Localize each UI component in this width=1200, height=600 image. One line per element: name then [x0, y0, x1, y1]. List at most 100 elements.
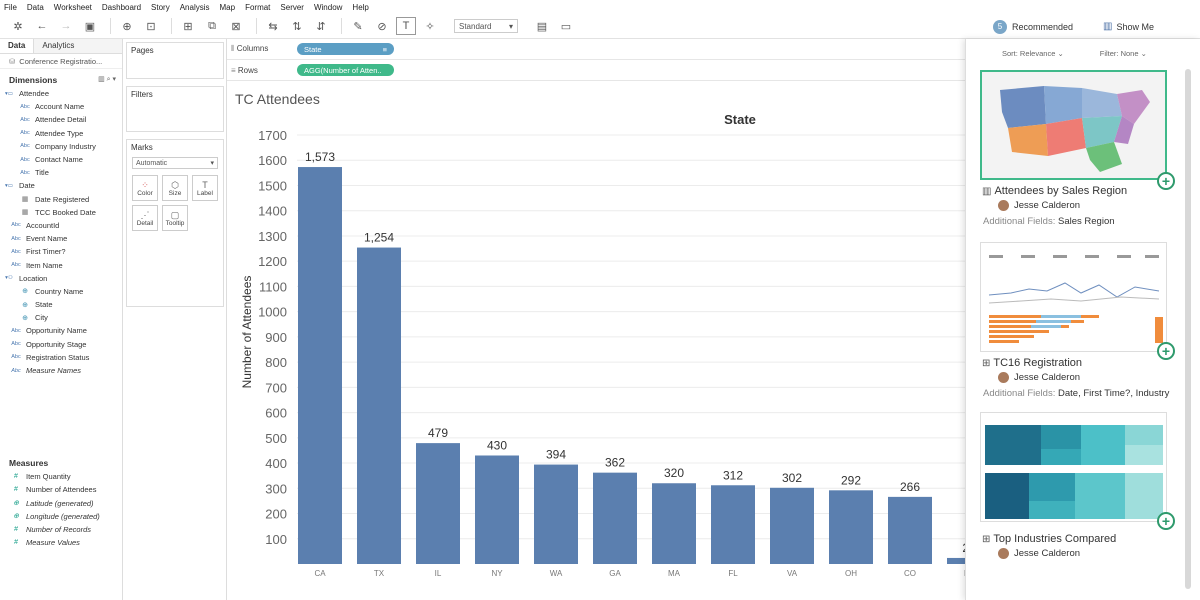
pause-updates-icon[interactable]: ⊡: [146, 20, 156, 33]
menu-item-story[interactable]: Story: [151, 2, 170, 12]
sheet-title[interactable]: TC Attendees: [235, 91, 320, 107]
dimension-field[interactable]: ⊕ State: [0, 298, 122, 311]
bar[interactable]: [829, 490, 873, 564]
bar[interactable]: [888, 496, 932, 564]
dimension-field[interactable]: Abc Account Name: [0, 100, 122, 113]
pin-icon[interactable]: ✧: [425, 20, 435, 33]
recommended-scrollbar[interactable]: [1185, 69, 1191, 589]
dimension-field[interactable]: Abc Item Name: [0, 258, 122, 271]
add-recommendation-plus-icon[interactable]: +: [1157, 342, 1175, 360]
pages-card[interactable]: Pages: [126, 42, 224, 79]
dimension-field[interactable]: ▾⚇ Location: [0, 272, 122, 285]
dimension-field[interactable]: ▦ TCC Booked Date: [0, 206, 122, 219]
sort-asc-icon[interactable]: ⇅: [292, 20, 302, 33]
recommended-thumbnail-dashboard[interactable]: [980, 242, 1167, 352]
dimension-field[interactable]: Abc Measure Names: [0, 364, 122, 377]
tab-data[interactable]: Data: [0, 39, 35, 53]
save-icon[interactable]: ▣: [84, 20, 96, 33]
menu-item-analysis[interactable]: Analysis: [179, 2, 210, 12]
bar[interactable]: [534, 464, 578, 564]
menu-item-format[interactable]: Format: [245, 2, 271, 12]
menu-item-data[interactable]: Data: [26, 2, 44, 12]
dimension-field[interactable]: ▾▭ Attendee: [0, 87, 122, 100]
menu-item-server[interactable]: Server: [280, 2, 304, 12]
add-recommendation-plus-icon[interactable]: +: [1157, 172, 1175, 190]
dimension-field[interactable]: Abc Opportunity Name: [0, 324, 122, 337]
dimension-field[interactable]: ▾▭ Date: [0, 179, 122, 192]
bar[interactable]: [298, 167, 342, 564]
new-worksheet-icon[interactable]: ⊞: [183, 20, 193, 33]
menu-item-help[interactable]: Help: [352, 2, 369, 12]
new-datasource-icon[interactable]: ⊕: [122, 20, 132, 33]
mark-button-detail[interactable]: ⋰ Detail: [132, 205, 158, 231]
filters-card[interactable]: Filters: [126, 86, 224, 132]
measure-field[interactable]: ⊕ Latitude (generated): [0, 497, 122, 510]
recommended-thumbnail-treemap[interactable]: [980, 412, 1167, 522]
highlight-icon[interactable]: ✎: [353, 20, 363, 33]
dimension-field[interactable]: ⊕ Country Name: [0, 285, 122, 298]
bar[interactable]: [947, 557, 965, 564]
menu-item-file[interactable]: File: [4, 2, 17, 12]
labels-icon[interactable]: T: [396, 17, 416, 35]
mark-button-size[interactable]: ⬡ Size: [162, 175, 188, 201]
mark-type-select[interactable]: Automatic ▾: [132, 157, 218, 169]
datasource-item[interactable]: ⛁ Conference Registratio...: [0, 54, 122, 69]
duplicate-icon[interactable]: ⧉: [208, 19, 216, 32]
dimension-field[interactable]: Abc AccountId: [0, 219, 122, 232]
recommended-item-title[interactable]: ⊞ TC16 Registration: [982, 357, 1083, 369]
menu-item-map[interactable]: Map: [219, 2, 236, 12]
measure-field[interactable]: ⊕ Longitude (generated): [0, 510, 122, 523]
dimension-field[interactable]: ▦ Date Registered: [0, 193, 122, 206]
tab-analytics[interactable]: Analytics: [34, 39, 122, 53]
measure-field[interactable]: # Number of Records: [0, 523, 122, 536]
tableau-icon[interactable]: ✲: [13, 20, 23, 33]
recommended-toggle[interactable]: 5 Recommended ▥ Show Me: [965, 14, 1200, 39]
sort-desc-icon[interactable]: ⇵: [316, 20, 326, 33]
mark-button-label[interactable]: T Label: [192, 175, 218, 201]
bar[interactable]: [770, 487, 814, 564]
bar[interactable]: [475, 455, 519, 564]
measure-field[interactable]: # Item Quantity: [0, 470, 122, 483]
add-recommendation-plus-icon[interactable]: +: [1157, 512, 1175, 530]
clear-sheet-icon[interactable]: ⊠: [231, 20, 241, 33]
card-toggle-icon[interactable]: ▤: [536, 20, 548, 33]
recommended-item-title[interactable]: ⊞ Top Industries Compared: [982, 533, 1117, 545]
mark-button-tooltip[interactable]: ▢ Tooltip: [162, 205, 188, 231]
mark-button-color[interactable]: ⁘ Color: [132, 175, 158, 201]
bar[interactable]: [711, 485, 755, 564]
dimension-field[interactable]: Abc Attendee Detail: [0, 113, 122, 126]
measure-field[interactable]: # Measure Values: [0, 536, 122, 549]
dimension-field[interactable]: Abc Opportunity Stage: [0, 338, 122, 351]
rows-shelf[interactable]: ≡ Rows AGG(Number of Atten..: [227, 60, 965, 81]
fit-select[interactable]: Standard ▾: [454, 19, 518, 33]
menu-item-worksheet[interactable]: Worksheet: [53, 2, 92, 12]
sort-dropdown[interactable]: Sort: Relevance ⌄: [1002, 48, 1064, 58]
group-icon[interactable]: ⊘: [377, 20, 387, 33]
bar[interactable]: [593, 472, 637, 564]
dimension-field[interactable]: Abc Contact Name: [0, 153, 122, 166]
bar-chart[interactable]: 100 200 300 400 500 600 700 800 900 1000 1100 1200 1…: [227, 82, 965, 600]
rows-pill[interactable]: AGG(Number of Atten..: [297, 64, 394, 76]
dimension-field[interactable]: Abc Company Industry: [0, 140, 122, 153]
show-me-button[interactable]: ▥ Show Me: [1103, 21, 1154, 32]
swap-icon[interactable]: ⇆: [268, 20, 278, 33]
menu-item-window[interactable]: Window: [313, 2, 343, 12]
columns-shelf[interactable]: ⦀ Columns State ≡: [227, 39, 965, 60]
forward-icon[interactable]: →: [60, 20, 72, 32]
bar[interactable]: [416, 443, 460, 564]
dimension-field[interactable]: Abc Attendee Type: [0, 127, 122, 140]
dimension-field[interactable]: Abc First Timer?: [0, 245, 122, 258]
bar[interactable]: [357, 247, 401, 564]
recommended-thumbnail-map[interactable]: [980, 70, 1167, 180]
menu-item-dashboard[interactable]: Dashboard: [101, 2, 142, 12]
dimensions-tools-icon[interactable]: ▥ ⌕ ▾: [98, 76, 116, 83]
dimension-field[interactable]: Abc Title: [0, 166, 122, 179]
back-icon[interactable]: ←: [36, 20, 48, 32]
presentation-icon[interactable]: ▭: [560, 20, 572, 33]
filter-dropdown[interactable]: Filter: None ⌄: [1099, 48, 1147, 58]
columns-pill[interactable]: State ≡: [297, 43, 394, 55]
bar[interactable]: [652, 483, 696, 564]
measure-field[interactable]: # Number of Attendees: [0, 483, 122, 496]
dimension-field[interactable]: Abc Registration Status: [0, 351, 122, 364]
recommended-item-title[interactable]: ▥ Attendees by Sales Region: [982, 185, 1128, 197]
